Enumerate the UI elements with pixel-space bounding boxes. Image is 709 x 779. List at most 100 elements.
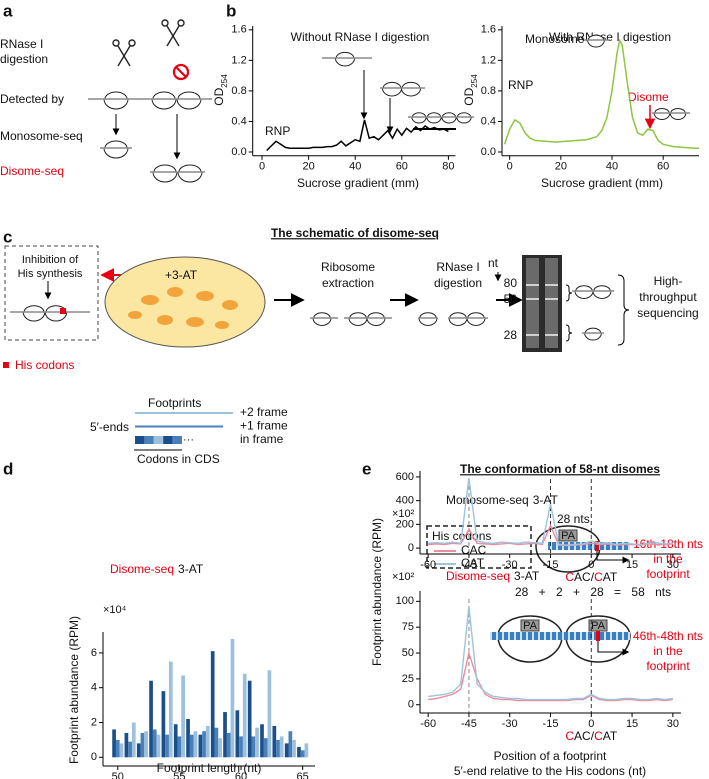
label: +3-AT — [165, 268, 198, 282]
title-red: Disome-seq — [110, 562, 174, 576]
organelle — [215, 321, 229, 329]
x-tick-label: 15 — [626, 718, 638, 730]
label: RNase I — [0, 37, 43, 51]
circle — [172, 63, 190, 81]
x-tick-label: 65 — [297, 771, 309, 779]
inset-box — [4, 245, 99, 341]
x-tick-label: 0 — [259, 161, 265, 173]
bar — [292, 739, 296, 758]
band — [526, 298, 539, 300]
x-tick-label: -45 — [461, 718, 477, 730]
y-axis-label: Footprint abundance (RPM) — [67, 616, 81, 764]
codon-square — [144, 436, 154, 444]
ribosome-large-subunit — [411, 116, 427, 124]
ribosome-large-subunit — [418, 317, 438, 326]
legend-label: +2 frame — [240, 405, 288, 419]
data-line — [428, 606, 673, 701]
section-title: The schematic of disome-seq — [271, 226, 439, 240]
ribosome-large-subunit — [176, 98, 202, 110]
x-tick-label: 55 — [173, 771, 185, 779]
x-tick-label: 0 — [507, 161, 513, 173]
axis-multiplier: ×10² — [392, 508, 415, 520]
ribosome-large-subunit — [151, 98, 177, 110]
label: sequencing — [637, 306, 698, 320]
bar — [205, 725, 210, 758]
ribosome-small-subunit — [382, 81, 402, 89]
ribosome-large-subunit — [456, 116, 472, 124]
legend-title: Footprints — [148, 396, 201, 410]
blade — [117, 45, 131, 67]
organelle — [196, 291, 214, 301]
ribosome-large-subunit — [152, 171, 178, 183]
bar — [173, 724, 178, 758]
ribosome-large-subunit — [103, 98, 129, 110]
y-tick-label: 0.4 — [481, 115, 496, 127]
x-axis-label: Position of a footprint — [494, 749, 607, 763]
label: RNase I — [436, 260, 479, 274]
pa-site — [520, 619, 540, 632]
ribosome-large-subunit — [565, 635, 631, 663]
ribosome-large-subunit — [103, 147, 129, 159]
bar — [168, 661, 173, 758]
organelle — [186, 317, 204, 327]
codon-square — [153, 436, 164, 444]
x-tick-label: 60 — [396, 161, 408, 173]
ribosome-large-subunit — [366, 317, 386, 326]
ribosome-large-subunit — [587, 39, 605, 48]
annotation: 46th-48th nts — [633, 629, 703, 643]
label: His codons — [15, 358, 74, 372]
ribosome-large-subunit — [497, 635, 563, 663]
data-line — [428, 650, 673, 702]
y-tick-label: 200 — [396, 518, 414, 530]
scissors — [161, 19, 185, 47]
y-tick-label: 0 — [408, 542, 414, 554]
ribosome-large-subunit — [177, 171, 203, 183]
bar — [263, 738, 268, 758]
y-tick-label: 25 — [402, 673, 414, 685]
organelle — [157, 315, 173, 325]
site-label: PA — [591, 620, 606, 632]
site-label: PA — [561, 530, 576, 542]
title-part: Monosome-seq — [446, 493, 529, 507]
brace — [617, 274, 630, 346]
handle — [112, 39, 120, 47]
bar — [239, 736, 243, 758]
prohibition-sign — [172, 63, 190, 81]
bar — [226, 732, 231, 758]
label: His synthesis — [18, 268, 83, 280]
site-label: PA — [523, 620, 538, 632]
bar — [136, 743, 141, 758]
chart-title: Without RNase I digestion — [291, 30, 430, 44]
x-axis-label: Sucrose gradient (mm) — [541, 176, 663, 190]
y-tick-label: 400 — [396, 495, 414, 507]
x-tick-label: -45 — [461, 559, 477, 571]
codon-square — [163, 436, 173, 444]
codon-square — [172, 436, 182, 444]
ribosome-large-subunit — [426, 116, 442, 124]
title-black: 3-AT — [178, 562, 204, 576]
x-tick-label: 30 — [667, 718, 679, 730]
codon-label: CAC/CAT — [565, 570, 617, 584]
gel-marker: 80 — [504, 276, 518, 290]
bar — [186, 719, 190, 758]
bar — [165, 734, 169, 758]
chart-title: With RNase I digestion — [549, 30, 671, 44]
label: digestion — [434, 276, 482, 290]
y-label-text: OD — [212, 87, 226, 105]
scissors — [112, 39, 136, 67]
bar — [284, 743, 289, 758]
slash — [175, 66, 187, 78]
y-tick-label: 600 — [396, 471, 414, 483]
label: Detected by — [0, 92, 64, 106]
y-label-subscript: 254 — [220, 74, 229, 88]
axis-multiplier: ×10⁴ — [103, 604, 127, 616]
legend-label: CAC — [461, 543, 487, 557]
ribosome-small-subunit — [335, 51, 355, 59]
ribosome-large-subunit — [466, 317, 486, 326]
handle — [177, 19, 185, 27]
label: Disome-seq — [0, 164, 64, 178]
handle — [128, 39, 136, 47]
bar — [112, 729, 116, 758]
bar — [210, 651, 215, 758]
